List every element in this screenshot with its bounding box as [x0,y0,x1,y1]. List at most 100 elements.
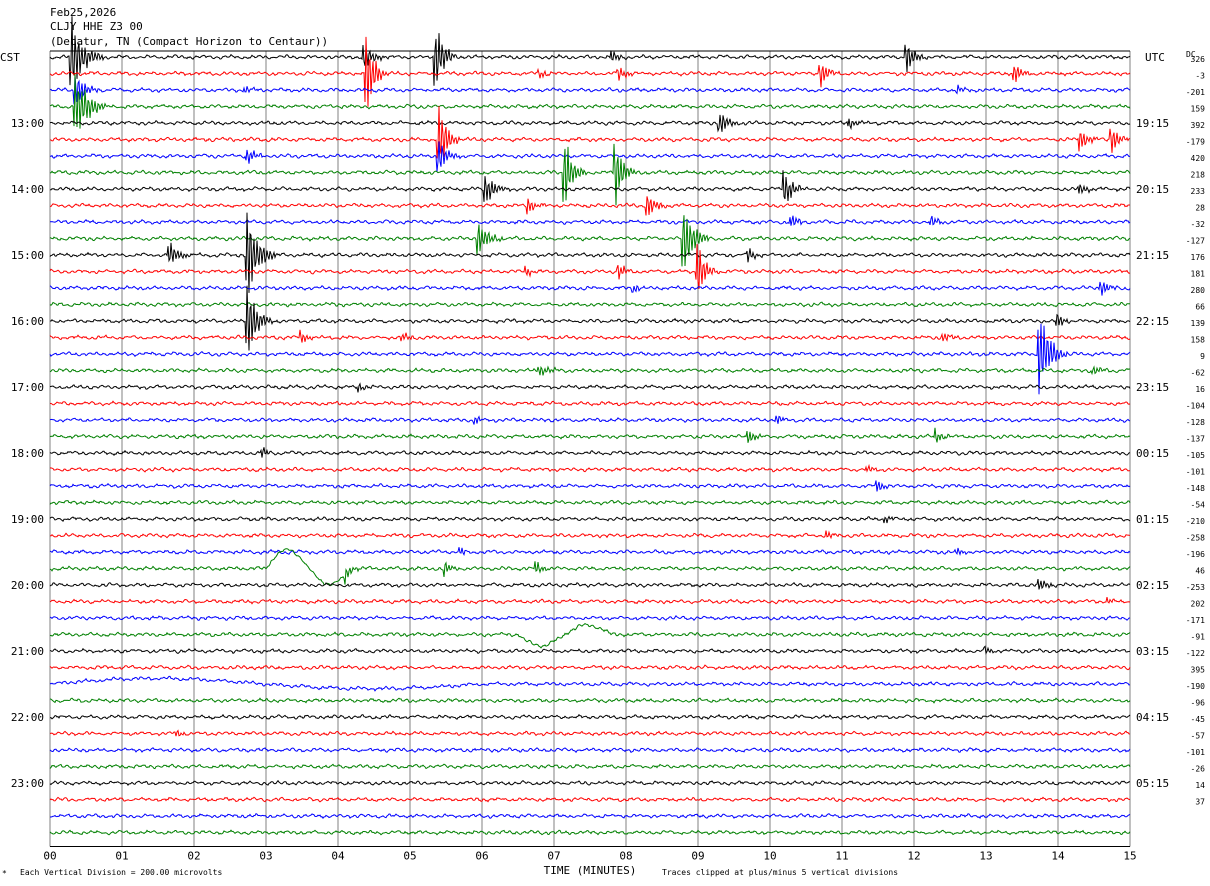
utc-hour-label: 21:15 [1136,249,1169,262]
seismic-trace-8 [49,170,1131,202]
dc-offset-value: 395 [1191,666,1206,675]
seismic-trace-18 [49,323,1131,395]
dc-offset-value: 181 [1191,270,1206,279]
dc-offset-value: -127 [1186,237,1205,246]
seismic-trace-42 [49,747,1131,754]
seismic-trace-10 [50,215,1131,226]
seismic-trace-27 [49,499,1131,506]
dc-offset-value: -96 [1191,699,1206,708]
seismic-trace-32 [49,579,1131,590]
dc-offset-value: 159 [1191,105,1206,114]
x-tick-label-04: 04 [331,850,345,863]
dc-offset-value: -171 [1186,616,1205,625]
seismic-trace-11 [49,215,1131,267]
seismic-trace-17 [49,329,1131,343]
dc-offset-value: -105 [1186,451,1205,460]
seismic-trace-20 [49,382,1131,393]
header-station: CLJY HHE Z3 00 [50,20,143,33]
dc-offset-value: -3 [1195,72,1205,81]
dc-offset-value: 28 [1195,204,1205,213]
dc-offset-value: -26 [1191,765,1206,774]
cst-hour-label: 21:00 [11,645,44,658]
dc-offset-value: 392 [1191,121,1206,130]
seismic-trace-47 [49,829,1131,836]
x-tick-label-07: 07 [547,850,560,863]
seismic-trace-26 [49,480,1131,492]
utc-hour-label: 01:15 [1136,513,1169,526]
cst-hour-label: 20:00 [11,579,44,592]
x-tick-label-15: 15 [1123,850,1136,863]
seismic-trace-25 [49,463,1131,473]
x-axis-ticks: 00 01 02 03 04 05 06 07 08 09 10 11 12 13 14 15 [43,850,1136,863]
dc-offset-value: -179 [1186,138,1205,147]
dc-offset-value: -62 [1191,369,1206,378]
x-axis-title: TIME (MINUTES) [544,864,637,877]
dc-offset-value: -210 [1186,517,1205,526]
header-date: Feb25,2026 [50,6,116,19]
seismic-trace-44 [49,779,1130,787]
dc-offset-value: -122 [1186,649,1205,658]
dc-offset-value: -196 [1186,550,1205,559]
seismic-trace-37 [49,664,1131,671]
dc-offset-value: -137 [1186,435,1205,444]
seismic-trace-22 [49,415,1131,425]
trace-group [49,16,1131,836]
seismic-trace-13 [49,244,1131,289]
footer-scale-note: Each Vertical Division = 200.00 microvol… [20,868,222,877]
seismic-trace-43 [49,763,1131,770]
dc-offset-value: 9 [1200,352,1205,361]
seismic-trace-12 [49,212,1131,293]
seismic-trace-29 [49,530,1131,540]
utc-hour-label: 03:15 [1136,645,1169,658]
dc-offset-value: -32 [1191,220,1206,229]
utc-hour-label: 20:15 [1136,183,1169,196]
dc-offset-value: -148 [1186,484,1205,493]
cst-hour-label: 23:00 [11,777,44,790]
cst-hour-label: 15:00 [11,249,44,262]
x-tick-label-08: 08 [619,850,632,863]
dc-offset-value: -201 [1186,88,1205,97]
cst-hour-label: 18:00 [11,447,44,460]
seismic-trace-4 [49,114,1131,133]
seismic-trace-21 [49,400,1131,407]
x-tick-label-02: 02 [187,850,200,863]
seismic-trace-34 [49,614,1131,621]
dc-offset-value: 176 [1191,253,1206,262]
dc-offset-value: 16 [1195,385,1205,394]
footer-star: * [2,869,7,878]
minute-grid [49,50,1131,847]
seismic-trace-24 [49,447,1131,458]
cst-hour-label: 14:00 [11,183,44,196]
x-tick-label-03: 03 [259,850,272,863]
cst-hour-label: 17:00 [11,381,44,394]
seismic-trace-46 [50,813,1131,820]
seismic-trace-38 [49,675,1131,692]
x-tick-label-14: 14 [1051,850,1065,863]
dc-offset-value: 14 [1195,781,1205,790]
x-tick-label-09: 09 [691,850,704,863]
dc-offset-labels: 326 -3 -201 159 392 -179 420 218 233 28 -32 -127 176… [1186,55,1205,807]
utc-hour-label: 22:15 [1136,315,1169,328]
seismic-trace-33 [49,596,1131,605]
dc-offset-value: -57 [1191,732,1206,741]
seismic-trace-28 [49,515,1131,524]
cst-hour-labels: 13:00 14:00 15:00 16:00 17:00 18:00 19:00 20:00… [11,117,44,790]
seismic-trace-45 [49,796,1131,803]
dc-offset-value: 420 [1191,154,1206,163]
seismic-trace-15 [49,301,1131,308]
seismic-trace-0 [49,16,1131,86]
dc-offset-value: -101 [1186,468,1205,477]
dc-offset-value: -190 [1186,682,1205,691]
utc-hour-label: 05:15 [1136,777,1169,790]
x-tick-label-12: 12 [907,850,920,863]
x-tick-label-11: 11 [835,850,848,863]
utc-hour-label: 00:15 [1136,447,1169,460]
seismic-trace-36 [49,645,1131,655]
seismic-trace-3 [49,74,1131,129]
seismic-trace-35 [49,622,1131,649]
x-tick-label-00: 00 [43,850,56,863]
utc-hour-label: 04:15 [1136,711,1169,724]
dc-offset-value: -45 [1191,715,1206,724]
